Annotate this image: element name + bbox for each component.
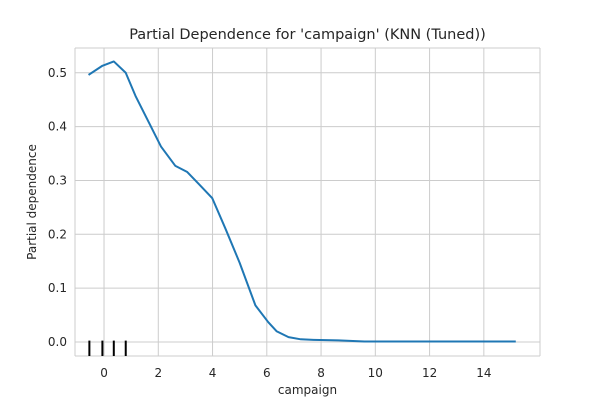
plot-area: [75, 48, 540, 356]
x-tick-label: 2: [154, 366, 162, 380]
y-tick-labels: 0.0 0.1 0.2 0.3 0.4 0.5: [48, 66, 67, 349]
x-tick-label: 14: [476, 366, 491, 380]
rug-marks: [88, 340, 127, 356]
y-tick-label: 0.1: [48, 281, 67, 295]
chart-title: Partial Dependence for 'campaign' (KNN (…: [129, 27, 486, 43]
x-tick-label: 6: [263, 366, 271, 380]
x-tick-label: 8: [317, 366, 325, 380]
x-tick-label: 12: [422, 366, 437, 380]
x-axis-label: campaign: [278, 383, 337, 397]
y-axis-label: Partial dependence: [25, 144, 39, 260]
x-tick-label: 10: [368, 366, 383, 380]
axes-spines: [74, 47, 541, 357]
x-tick-labels: 0 2 4 6 8 10 12 14: [100, 366, 491, 380]
series-line-0: [87, 60, 516, 343]
y-tick-label: 0.5: [48, 66, 67, 80]
x-tick-label: 4: [209, 366, 217, 380]
y-tick-label: 0.3: [48, 173, 67, 187]
y-tick-label: 0.2: [48, 227, 67, 241]
series-layer: [87, 60, 516, 343]
y-tick-label: 0.4: [48, 120, 67, 134]
y-tick-label: 0.0: [48, 335, 67, 349]
x-tick-label: 0: [100, 366, 108, 380]
grid-layer: [75, 48, 540, 356]
